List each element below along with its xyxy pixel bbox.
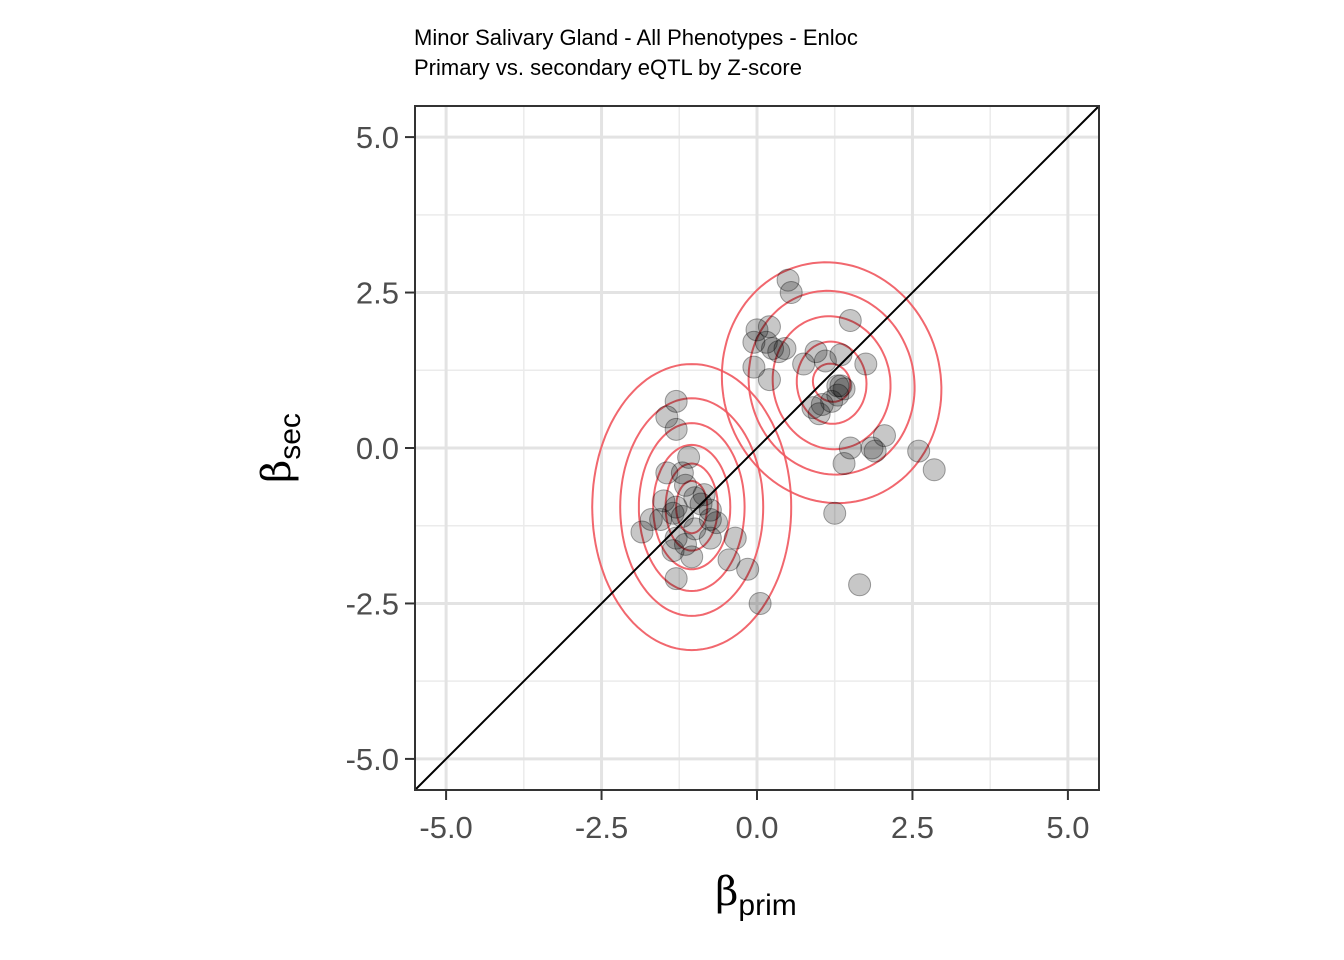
data-point bbox=[742, 330, 766, 354]
data-point bbox=[680, 545, 704, 569]
data-point bbox=[829, 343, 853, 367]
data-point bbox=[745, 318, 769, 342]
data-point bbox=[757, 315, 781, 339]
x-axis-title: βprim bbox=[715, 869, 796, 922]
y-tick-label: 5.0 bbox=[356, 120, 399, 155]
data-point bbox=[757, 368, 781, 392]
x-tick-label: 2.5 bbox=[891, 810, 934, 845]
data-point bbox=[776, 268, 800, 292]
y-axis-title: βsec bbox=[254, 413, 307, 483]
data-point bbox=[661, 539, 685, 563]
data-point bbox=[723, 526, 747, 550]
data-point bbox=[810, 392, 834, 416]
data-point bbox=[664, 389, 688, 413]
data-point bbox=[813, 349, 837, 373]
data-point bbox=[670, 461, 694, 485]
data-point bbox=[779, 281, 803, 305]
contour-line bbox=[652, 443, 732, 571]
data-point bbox=[742, 355, 766, 379]
contour-line bbox=[811, 362, 852, 403]
y-tick-label: 0.0 bbox=[356, 431, 399, 466]
x-tick-label: 0.0 bbox=[735, 810, 778, 845]
data-point bbox=[664, 526, 688, 550]
data-points bbox=[630, 268, 946, 615]
contour-line bbox=[720, 261, 943, 505]
data-point bbox=[655, 461, 679, 485]
chart-title: Minor Salivary Gland - All Phenotypes - … bbox=[414, 25, 858, 50]
data-point bbox=[683, 517, 707, 541]
y-tick-label: -2.5 bbox=[346, 586, 399, 621]
data-point bbox=[807, 402, 831, 426]
data-point bbox=[698, 498, 722, 522]
chart-subtitle: Primary vs. secondary eQTL by Z-score bbox=[414, 55, 802, 80]
data-point bbox=[692, 483, 716, 507]
grid-lines bbox=[415, 106, 1099, 790]
data-point bbox=[804, 340, 828, 364]
density-contours bbox=[591, 261, 943, 652]
data-point bbox=[698, 526, 722, 550]
x-tick-label: -2.5 bbox=[575, 810, 628, 845]
data-point bbox=[826, 374, 850, 398]
data-point bbox=[698, 508, 722, 532]
data-point bbox=[792, 352, 816, 376]
y-tick-label: -5.0 bbox=[346, 742, 399, 777]
data-point bbox=[705, 511, 729, 535]
data-point bbox=[736, 557, 760, 581]
data-point bbox=[754, 330, 778, 354]
contour-line bbox=[771, 315, 892, 451]
data-point bbox=[838, 309, 862, 333]
data-point bbox=[820, 389, 844, 413]
data-point bbox=[773, 337, 797, 361]
data-point bbox=[767, 340, 791, 364]
data-point bbox=[922, 458, 946, 482]
data-point bbox=[673, 473, 697, 497]
data-point bbox=[652, 489, 676, 513]
data-point bbox=[649, 508, 673, 532]
data-point bbox=[801, 396, 825, 420]
data-point bbox=[689, 492, 713, 516]
data-point bbox=[673, 532, 697, 556]
contour-line bbox=[675, 480, 709, 535]
contour-line bbox=[637, 422, 746, 593]
data-point bbox=[872, 424, 896, 448]
y-tick-label: 2.5 bbox=[356, 276, 399, 311]
data-point bbox=[664, 417, 688, 441]
data-point bbox=[683, 486, 707, 510]
data-point bbox=[829, 374, 853, 398]
identity-line bbox=[414, 105, 1100, 791]
data-point bbox=[832, 377, 856, 401]
data-point bbox=[761, 337, 785, 361]
contour-line bbox=[591, 363, 793, 652]
data-point bbox=[860, 436, 884, 460]
x-tick-label: -5.0 bbox=[419, 810, 472, 845]
data-point bbox=[639, 508, 663, 532]
data-point bbox=[670, 504, 694, 528]
data-point bbox=[838, 436, 862, 460]
data-point bbox=[823, 501, 847, 525]
y-axis: -5.0 -2.5 0.0 2.5 5.0 bbox=[346, 120, 415, 777]
data-point bbox=[677, 445, 701, 469]
data-point bbox=[748, 591, 772, 615]
data-point bbox=[717, 548, 741, 572]
x-tick-label: 5.0 bbox=[1046, 810, 1089, 845]
data-point bbox=[664, 567, 688, 591]
data-point bbox=[630, 520, 654, 544]
data-point bbox=[832, 452, 856, 476]
data-point bbox=[848, 573, 872, 597]
data-point bbox=[655, 405, 679, 429]
data-point bbox=[826, 383, 850, 407]
data-point bbox=[664, 495, 688, 519]
x-axis: -5.0 -2.5 0.0 2.5 5.0 bbox=[419, 790, 1089, 845]
contour-line bbox=[747, 289, 916, 476]
data-point bbox=[661, 501, 685, 525]
data-point bbox=[907, 439, 931, 463]
data-point bbox=[863, 439, 887, 463]
data-point bbox=[854, 352, 878, 376]
contour-line bbox=[664, 462, 719, 552]
